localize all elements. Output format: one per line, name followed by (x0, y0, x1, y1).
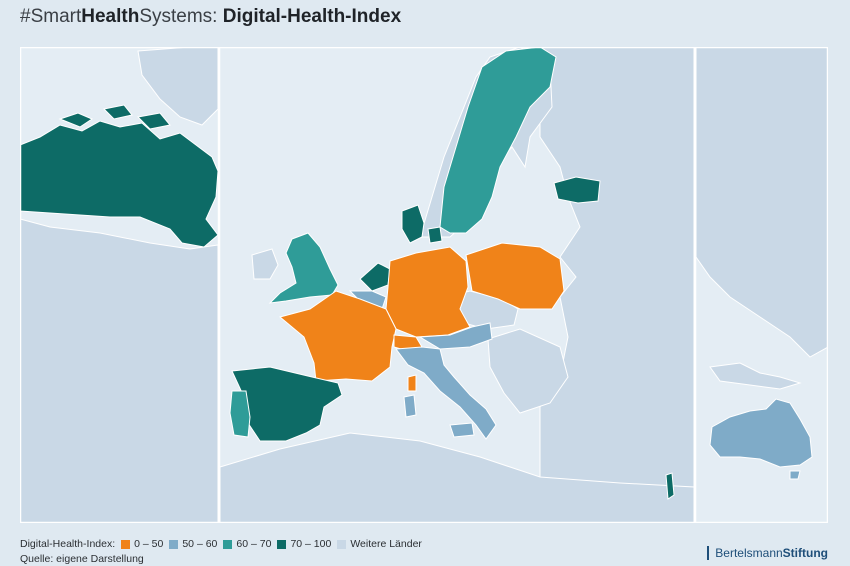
title-health: Health (81, 6, 140, 27)
legend-item-label: 70 – 100 (290, 538, 332, 550)
legend-item-50-60: 50 – 60 (169, 538, 217, 550)
corsica (407, 374, 417, 392)
legend-item-70-100: 70 – 100 (277, 538, 331, 550)
portugal (229, 390, 251, 438)
legend-item-label: 60 – 70 (236, 538, 272, 550)
map (20, 47, 828, 523)
legend-item-60-70: 60 – 70 (223, 538, 271, 550)
source-note: Quelle: eigene Darstellung (20, 553, 144, 565)
greenland (137, 47, 219, 126)
sardinia (403, 394, 417, 418)
legend-item-label: 50 – 60 (182, 538, 218, 550)
legend-swatch (223, 539, 233, 549)
legend-label: Digital-Health-Index: (20, 538, 116, 550)
united-kingdom (268, 232, 339, 304)
page-title: #SmartHealthSystems: Digital-Health-Inde… (20, 6, 401, 28)
north-africa (219, 432, 695, 523)
panel-frame-center (218, 47, 696, 523)
canada-islands (58, 104, 171, 130)
legend-item-label: Weitere Länder (350, 538, 422, 550)
brand-logo: BertelsmannStiftung (707, 546, 828, 560)
sicily (449, 422, 475, 438)
france (278, 290, 397, 382)
legend-item-label: 0 – 50 (134, 538, 164, 550)
legend-swatch (121, 539, 131, 549)
poland (465, 242, 565, 310)
brand-light: Bertelsmann (715, 546, 783, 560)
balkans (487, 328, 569, 414)
italy (395, 346, 497, 440)
title-systems: Systems: (139, 6, 223, 27)
asia-land (695, 47, 828, 358)
sweden (439, 47, 557, 234)
austria (418, 322, 493, 350)
legend-item-weitere: Weitere Länder (337, 538, 422, 550)
panel-europe (219, 47, 695, 523)
canada (20, 120, 219, 248)
israel (665, 472, 675, 500)
legend-swatch (337, 539, 347, 549)
panel-north-america (20, 47, 219, 523)
title-prefix: #Smart (20, 6, 82, 27)
usa (20, 218, 219, 523)
legend-swatch (277, 539, 287, 549)
legend: Digital-Health-Index: 0 – 50 50 – 60 60 … (20, 538, 422, 550)
legend-swatch (169, 539, 179, 549)
estonia (553, 176, 601, 204)
legend-item-0-50: 0 – 50 (121, 538, 163, 550)
denmark (401, 204, 443, 244)
germany (385, 246, 471, 338)
brand-bold: Stiftung (782, 546, 828, 560)
panel-frame-right (694, 47, 828, 523)
ireland (251, 248, 279, 280)
map-svg (20, 47, 828, 523)
tasmania (789, 470, 801, 480)
panel-frame-left (20, 47, 220, 523)
title-index: Digital-Health-Index (222, 6, 402, 27)
australia (709, 398, 813, 468)
panel-asia-pacific (695, 47, 828, 523)
indonesia (709, 362, 802, 390)
